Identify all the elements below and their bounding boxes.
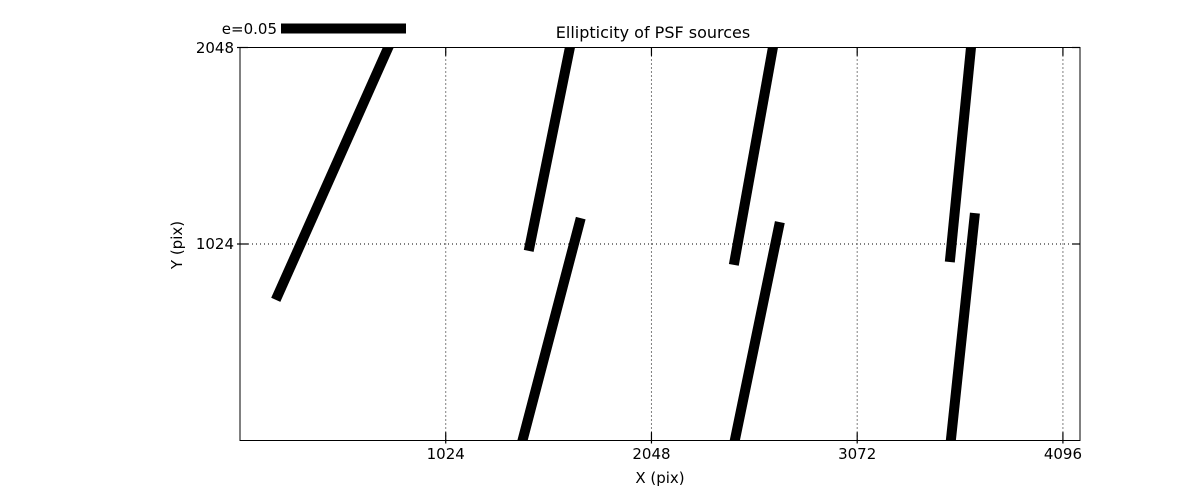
chart-title: Ellipticity of PSF sources [555, 23, 751, 42]
ellipticity-whisker-6 [945, 212, 980, 441]
legend-label: e=0.05 [221, 20, 277, 38]
ellipticity-whisker-2 [517, 216, 586, 441]
x-tick-label-3072: 3072 [838, 445, 877, 463]
whisker-group [271, 47, 980, 441]
ellipticity-whisker-4 [729, 221, 785, 441]
x-tick-label-4096: 4096 [1043, 445, 1083, 463]
ellipticity-whisker-1 [523, 47, 576, 252]
y-tick-label-1024: 1024 [195, 235, 234, 253]
ellipticity-whisker-5 [944, 47, 977, 263]
x-axis-label: X (pix) [635, 469, 685, 487]
x-tick-label-1024: 1024 [426, 445, 465, 463]
ellipticity-whisker-3 [728, 47, 778, 266]
x-tick-label-2048: 2048 [632, 445, 671, 463]
y-tick-label-2048: 2048 [195, 38, 234, 57]
ellipticity-whisker-0 [271, 47, 394, 302]
